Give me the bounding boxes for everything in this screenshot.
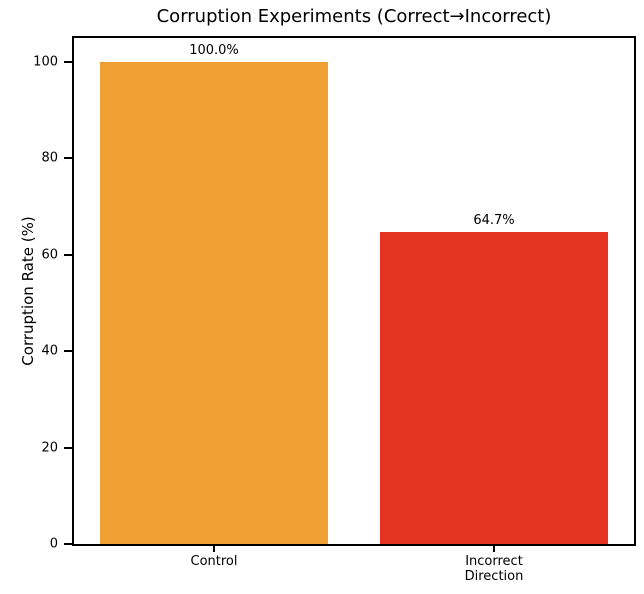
y-axis-label: Corruption Rate (%) xyxy=(19,216,37,366)
y-tick-mark xyxy=(64,446,72,449)
x-tick-mark xyxy=(213,544,215,552)
y-tick-mark xyxy=(64,350,72,353)
bar-value-label: 64.7% xyxy=(473,213,515,229)
x-tick-label: Control xyxy=(190,554,238,569)
bar-value-label: 100.0% xyxy=(189,43,239,59)
y-tick-label: 20 xyxy=(41,440,58,456)
y-tick-mark xyxy=(64,157,72,160)
y-tick-mark xyxy=(64,61,72,64)
y-tick-label: 100 xyxy=(33,54,58,70)
bar-incorrect-direction xyxy=(380,232,608,544)
x-tick-label: Incorrect Direction xyxy=(464,554,524,584)
bar-control xyxy=(100,62,328,544)
y-tick-label: 0 xyxy=(49,536,58,552)
y-tick-label: 40 xyxy=(41,343,58,359)
chart-title: Corruption Experiments (Correct→Incorrec… xyxy=(156,6,552,27)
plot-area: 0 20 40 60 80 100 100.0% Control 64.7% Incorrect … xyxy=(33,36,636,584)
y-tick-mark xyxy=(64,543,72,545)
x-tick-mark xyxy=(493,544,495,552)
y-tick-mark xyxy=(64,253,72,256)
y-tick-label: 60 xyxy=(41,247,58,263)
y-tick-label: 80 xyxy=(41,150,58,166)
